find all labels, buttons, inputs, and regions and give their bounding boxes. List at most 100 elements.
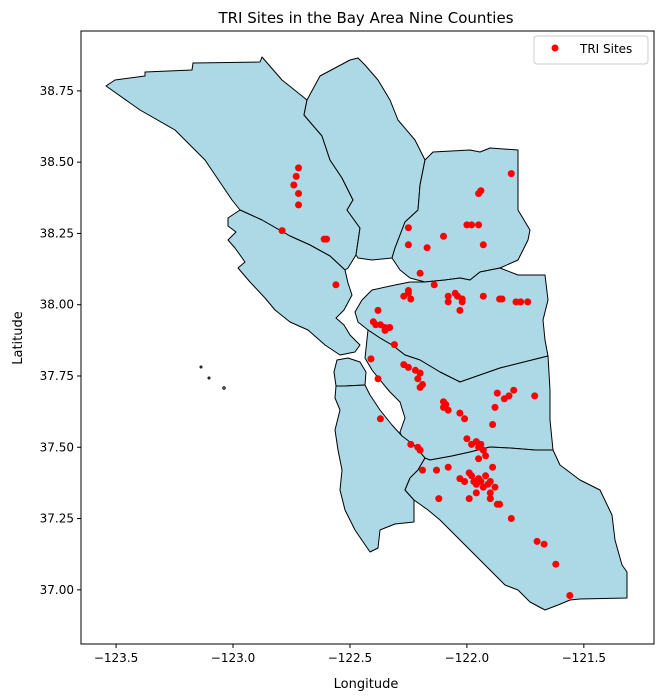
tri-site-point — [416, 383, 424, 391]
tri-site-point — [463, 435, 471, 443]
tri-site-point — [458, 298, 466, 306]
x-tick-label: −121.5 — [562, 651, 606, 665]
tri-sites-series — [278, 164, 574, 599]
tri-site-point — [477, 187, 485, 195]
tri-site-point — [489, 421, 497, 428]
tri-site-point — [456, 409, 464, 417]
x-tick-label: −123.5 — [94, 651, 138, 665]
tri-site-point — [416, 269, 424, 277]
tri-site-point — [482, 452, 490, 460]
tri-site-point — [475, 221, 483, 229]
tri-site-point — [486, 478, 494, 485]
y-tick-label: 38.25 — [40, 226, 74, 240]
tri-site-point — [430, 281, 438, 289]
tri-site-point — [475, 455, 483, 463]
legend-marker — [551, 44, 559, 52]
tri-site-point — [400, 292, 408, 300]
tri-site-point — [479, 446, 487, 454]
tri-site-point — [376, 415, 384, 423]
tri-site-point — [507, 515, 515, 522]
tri-site-point — [468, 472, 476, 480]
tri-site-point — [468, 221, 476, 229]
county-marin — [227, 209, 361, 356]
x-tick-label: −123.0 — [211, 651, 255, 665]
tri-site-point — [498, 295, 506, 303]
y-tick-label: 38.50 — [40, 155, 74, 169]
tri-site-point — [419, 466, 426, 474]
tri-site-point — [465, 495, 473, 503]
tri-site-point — [486, 489, 494, 497]
tri-site-point — [507, 170, 515, 178]
tri-site-point — [482, 472, 490, 480]
farallon-island — [222, 386, 226, 390]
tri-site-point — [404, 241, 412, 249]
tri-site-point — [416, 446, 424, 454]
tri-site-point — [290, 181, 298, 189]
tri-site-point — [486, 495, 494, 503]
y-axis-ticks: 37.00 37.25 37.50 37.75 38.00 38.25 38.50 38.75 — [40, 84, 81, 597]
tri-site-point — [510, 386, 518, 394]
tri-site-point — [435, 495, 443, 503]
axes-frame — [80, 30, 655, 645]
tri-site-point — [505, 392, 513, 400]
tri-site-point — [416, 369, 424, 377]
y-tick-label: 37.25 — [40, 512, 74, 526]
tri-site-point — [278, 227, 286, 235]
x-tick-label: −122.0 — [445, 651, 489, 665]
tri-site-point — [491, 403, 499, 411]
tri-site-point — [404, 363, 412, 371]
y-tick-label: 38.75 — [40, 84, 74, 98]
tri-site-point — [477, 440, 485, 448]
tri-site-point — [524, 298, 532, 306]
tri-site-point — [367, 355, 375, 363]
tri-site-point — [292, 172, 300, 180]
tri-site-point — [479, 292, 487, 300]
tri-site-point — [531, 392, 539, 400]
x-tick-label: −122.5 — [328, 651, 372, 665]
tri-site-point — [374, 375, 382, 383]
legend: TRI Sites — [533, 35, 649, 65]
x-axis-ticks: −123.5 −123.0 −122.5 −122.0 −121.5 — [94, 644, 606, 665]
tri-site-point — [479, 241, 487, 249]
tri-site-point — [456, 306, 464, 314]
tri-site-point — [295, 164, 302, 172]
farallon-island — [207, 376, 211, 380]
tri-site-point — [540, 540, 548, 548]
tri-site-point — [477, 478, 485, 485]
small-islands — [199, 365, 226, 390]
tri-site-point — [444, 298, 452, 306]
tri-site-point — [390, 341, 398, 349]
tri-site-point — [493, 500, 501, 508]
farallon-island — [199, 365, 203, 369]
tri-site-point — [566, 592, 574, 599]
tri-site-point — [423, 244, 431, 252]
tri-site-point — [440, 232, 447, 240]
tri-site-point — [374, 306, 382, 314]
tri-site-point — [472, 489, 480, 497]
y-axis-label: Latitude — [11, 311, 26, 365]
tri-site-point — [461, 478, 469, 485]
tri-site-point — [407, 440, 415, 448]
y-tick-label: 37.50 — [40, 440, 74, 454]
legend-box — [533, 35, 649, 65]
tri-site-point — [414, 375, 422, 383]
tri-site-point — [552, 560, 560, 568]
tri-site-point — [404, 224, 412, 232]
tri-site-point — [493, 389, 501, 397]
tri-site-point — [295, 190, 302, 197]
tri-site-point — [433, 466, 440, 474]
tri-site-point — [444, 406, 452, 414]
chart-title: TRI Sites in the Bay Area Nine Counties — [217, 9, 513, 27]
tri-site-point — [381, 326, 389, 334]
tri-site-point — [295, 201, 302, 209]
tri-site-point — [517, 298, 525, 306]
y-tick-label: 38.00 — [40, 298, 74, 312]
tri-site-point — [407, 295, 415, 303]
tri-site-point — [323, 235, 331, 243]
tri-site-point — [461, 415, 469, 423]
y-tick-label: 37.00 — [40, 583, 74, 597]
tri-site-point — [332, 281, 340, 289]
x-axis-label: Longitude — [334, 677, 399, 692]
tri-site-point — [444, 463, 452, 471]
